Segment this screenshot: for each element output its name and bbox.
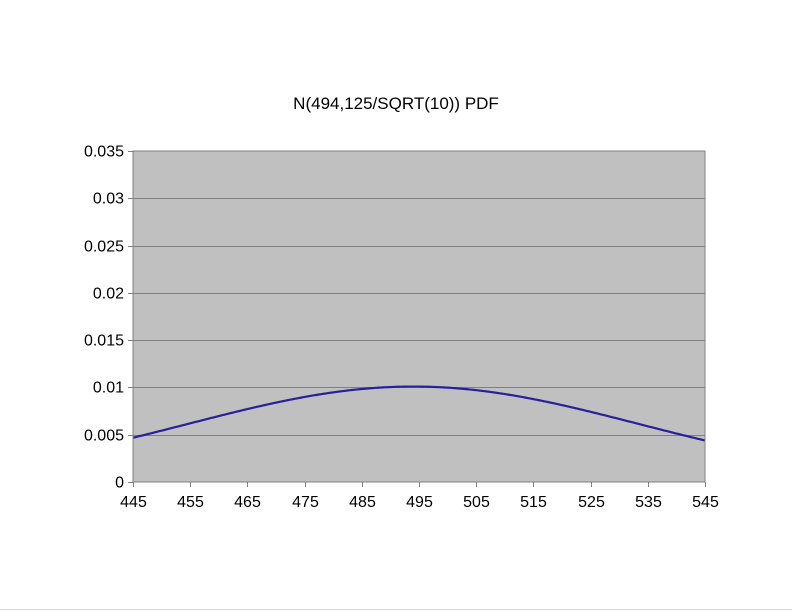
y-tick-label: 0.03 xyxy=(93,191,124,208)
y-tick-label: 0 xyxy=(115,475,124,492)
x-tick-label: 445 xyxy=(120,494,147,511)
plot-border xyxy=(132,150,706,483)
x-tick-label: 515 xyxy=(520,494,547,511)
x-tick-label: 505 xyxy=(463,494,490,511)
x-tick-label: 475 xyxy=(292,494,319,511)
y-tick-label: 0.025 xyxy=(84,239,124,256)
y-tick-label: 0.01 xyxy=(93,380,124,397)
x-tick-label: 465 xyxy=(234,494,261,511)
y-tick-label: 0.035 xyxy=(84,144,124,161)
chart-title: N(494,125/SQRT(10)) PDF xyxy=(293,94,499,113)
x-tick-label: 455 xyxy=(177,494,204,511)
page-divider xyxy=(0,609,792,610)
y-tick-label: 0.005 xyxy=(84,428,124,445)
x-tick-label: 525 xyxy=(578,494,605,511)
x-tick-label: 495 xyxy=(406,494,433,511)
plot-area xyxy=(133,151,705,482)
y-axis: 0 0.005 0.01 0.015 0.02 0.025 0.03 0.035 xyxy=(84,144,133,492)
pdf-curve xyxy=(132,385,706,442)
x-axis: 445 455 465 475 485 495 505 515 525 535 545 xyxy=(120,482,719,511)
x-tick-label: 545 xyxy=(692,494,719,511)
y-tick-label: 0.02 xyxy=(93,286,124,303)
x-tick-label: 535 xyxy=(635,494,662,511)
y-tick-label: 0.015 xyxy=(84,333,124,350)
gridlines xyxy=(133,198,705,436)
x-tick-label: 485 xyxy=(349,494,376,511)
